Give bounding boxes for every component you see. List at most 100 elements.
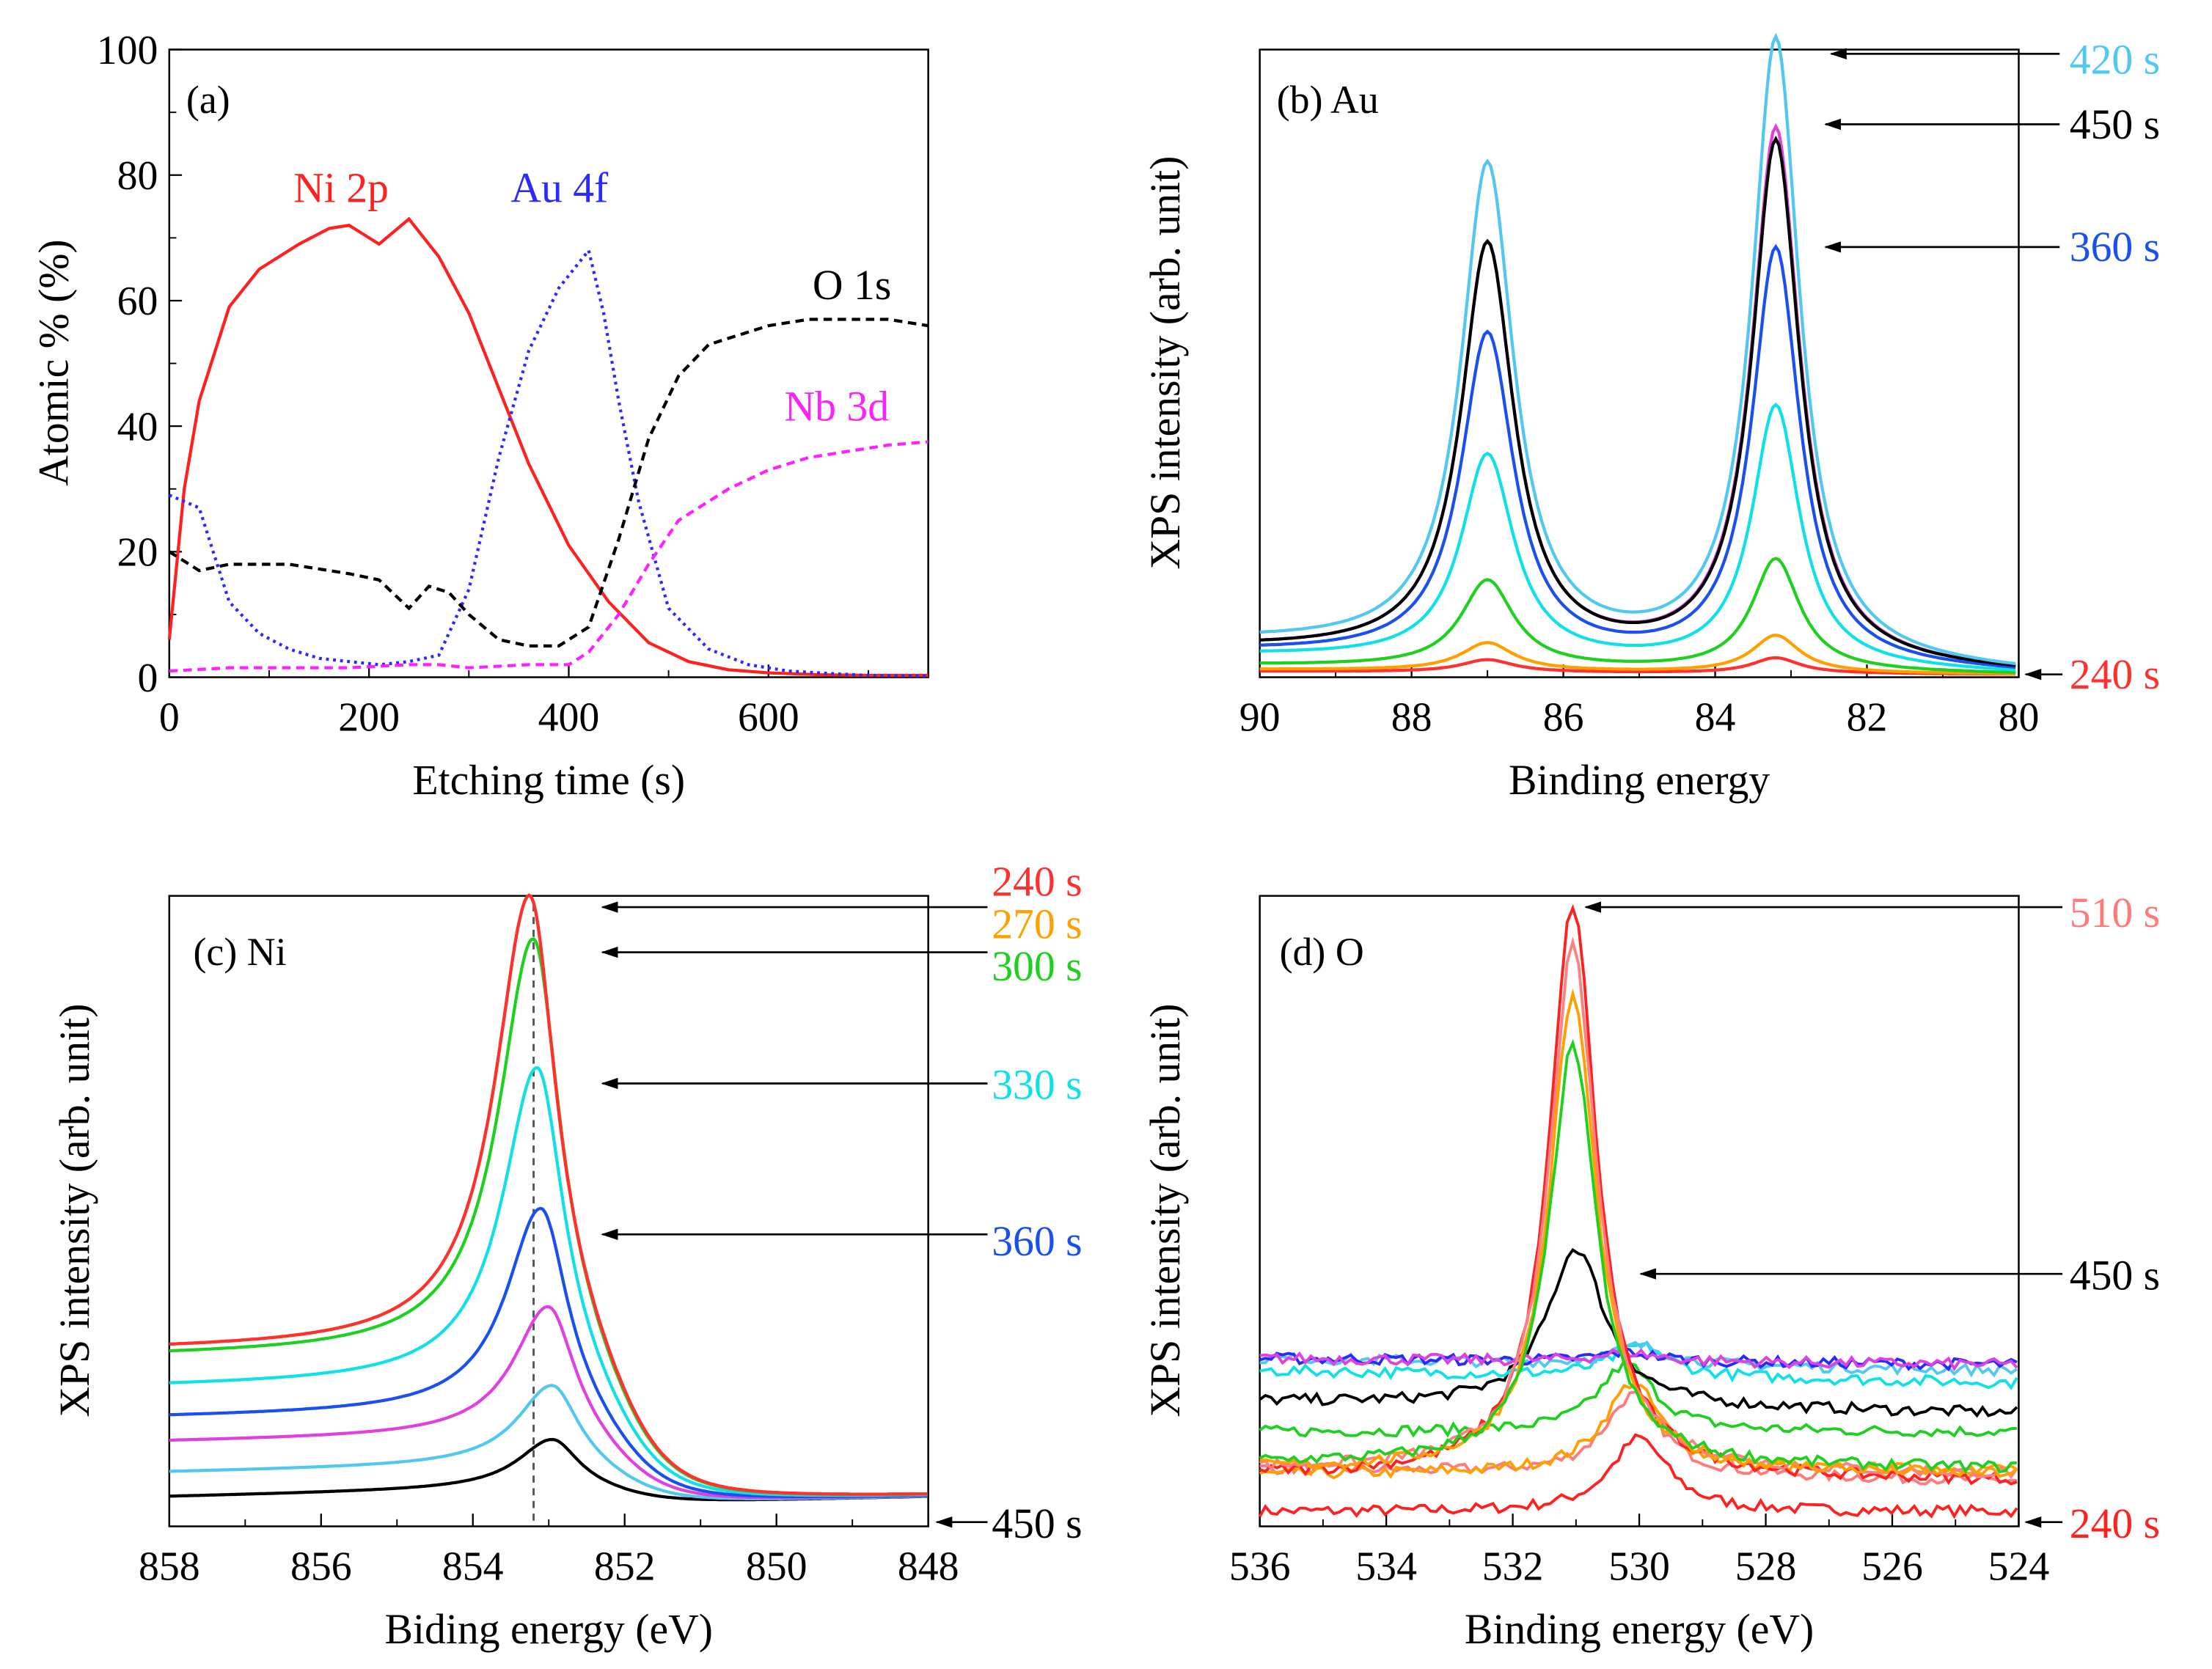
panel-b-xtick-label: 80 bbox=[1999, 695, 2040, 741]
panel-d-ylabel: XPS intensity (arb. unit) bbox=[1143, 1004, 1189, 1417]
panel-c-ticks: 858 856 854 852 850 848 bbox=[139, 1514, 959, 1590]
panel-a-series bbox=[167, 216, 929, 678]
panel-c-xtick-label: 848 bbox=[898, 1544, 959, 1590]
spectrum-ni-lightblue bbox=[169, 1384, 928, 1500]
panel-c-xtick-label: 852 bbox=[594, 1544, 656, 1590]
spectrum-au-magenta bbox=[1259, 123, 2016, 667]
annot-c-300s: 300 s bbox=[992, 944, 1082, 990]
series-o-1s bbox=[168, 318, 929, 648]
spectrum-au-cyan bbox=[1259, 403, 2016, 672]
panel-a-xlabel: Etching time (s) bbox=[412, 758, 685, 804]
annot-c-270s: 270 s bbox=[992, 901, 1082, 947]
panel-a-xtick-label: 0 bbox=[159, 695, 180, 741]
panel-c-annotations: 240 s 270 s 300 s 330 s 360 s 450 s bbox=[601, 859, 1083, 1547]
panel-c-xtick-label: 854 bbox=[442, 1544, 504, 1590]
panel-d-ticks: 536 534 532 530 528 526 524 bbox=[1229, 1514, 2050, 1590]
legend-au-4f: Au 4f bbox=[510, 165, 609, 211]
spectrum-o-orange2 bbox=[1259, 988, 2018, 1478]
panel-d-label: (d) O bbox=[1280, 930, 1364, 974]
panel-b-xtick-label: 90 bbox=[1239, 695, 1281, 741]
panel-b-label: (b) Au bbox=[1277, 78, 1379, 122]
panel-a-frame bbox=[168, 48, 929, 678]
annot-c-240s: 240 s bbox=[992, 859, 1082, 906]
annot-d-240s: 240 s bbox=[2070, 1501, 2160, 1547]
spectrum-ni-240-s bbox=[169, 893, 928, 1496]
panel-b-ticks: 90 88 86 84 82 80 bbox=[1239, 664, 2040, 741]
panel-c-xlabel: Biding energy (eV) bbox=[384, 1607, 713, 1653]
spectrum-o-green2 bbox=[1259, 1038, 2018, 1475]
panel-d-xtick-label: 532 bbox=[1482, 1544, 1544, 1590]
spectrum-au-360-s bbox=[1259, 243, 2016, 669]
panel-b-series bbox=[1259, 32, 2016, 676]
panel-a: 0 200 400 600 0 20 40 60 80 100 (a) Etching time … bbox=[31, 28, 929, 804]
panel-d-annotations: 510 s 450 s 240 s bbox=[1584, 890, 2160, 1547]
spectrum-o-magenta bbox=[1259, 1346, 2018, 1372]
spectrum-ni-330-s bbox=[169, 1065, 928, 1497]
annot-b-450s: 450 s bbox=[2070, 102, 2160, 148]
panel-b-frame bbox=[1259, 48, 2020, 678]
panel-d-xlabel: Binding energy (eV) bbox=[1465, 1607, 1814, 1653]
panel-c-label: (c) Ni bbox=[194, 930, 287, 974]
spectrum-au-420-s bbox=[1259, 32, 2016, 666]
panel-b-xtick-label: 82 bbox=[1847, 695, 1888, 741]
panel-c-xtick-label: 856 bbox=[290, 1544, 352, 1590]
legend-ni-2p: Ni 2p bbox=[293, 165, 389, 211]
panel-c: 858 856 854 852 850 848 (c) Ni Biding energy … bbox=[52, 859, 1082, 1653]
panel-c-xtick-label: 850 bbox=[746, 1544, 807, 1590]
panel-d-xtick-label: 534 bbox=[1355, 1544, 1417, 1590]
panel-b-xlabel: Binding energy bbox=[1509, 758, 1770, 804]
panel-d-xtick-label: 526 bbox=[1861, 1544, 1923, 1590]
spectrum-o-450-s bbox=[1259, 1247, 2018, 1418]
annot-b-420s: 420 s bbox=[2070, 37, 2160, 83]
panel-b-xtick-label: 88 bbox=[1391, 695, 1432, 741]
panel-a-ytick-label: 80 bbox=[117, 153, 158, 199]
panel-d-xtick-label: 524 bbox=[1988, 1544, 2050, 1590]
panel-c-series bbox=[169, 893, 928, 1527]
annot-c-330s: 330 s bbox=[992, 1063, 1082, 1109]
panel-d-frame bbox=[1259, 895, 2020, 1527]
series-ni-2p bbox=[167, 216, 929, 678]
series-nb-3d bbox=[169, 440, 929, 673]
panel-b-xtick-label: 86 bbox=[1543, 695, 1584, 741]
annot-b-360s: 360 s bbox=[2070, 224, 2160, 271]
spectrum-au-orange bbox=[1259, 634, 2016, 675]
panel-b-xtick-label: 84 bbox=[1695, 695, 1736, 741]
spectrum-au-240-s bbox=[1259, 656, 2016, 676]
panel-d-xtick-label: 530 bbox=[1608, 1544, 1670, 1590]
panel-a-ticks: 0 200 400 600 0 20 40 60 80 100 bbox=[97, 28, 869, 741]
panel-a-ytick-label: 60 bbox=[117, 279, 158, 324]
panel-d-series bbox=[1258, 903, 2018, 1519]
panel-d-xtick-label: 528 bbox=[1735, 1544, 1797, 1590]
spectrum-o-green bbox=[1259, 1359, 2018, 1438]
panel-c-xtick-label: 858 bbox=[139, 1544, 200, 1590]
series-au-4f bbox=[168, 246, 929, 678]
panel-a-xtick-label: 400 bbox=[538, 695, 600, 741]
panel-d: 536 534 532 530 528 526 524 (d) O Binding ener… bbox=[1143, 890, 2160, 1653]
panel-a-ytick-label: 40 bbox=[117, 404, 158, 450]
panel-a-ylabel: Atomic % (%) bbox=[31, 239, 77, 485]
annot-b-240s: 240 s bbox=[2070, 652, 2160, 698]
spectrum-au-450-s bbox=[1259, 136, 2016, 667]
panel-b-ylabel: XPS intensity (arb. unit) bbox=[1143, 156, 1189, 570]
annot-c-360s: 360 s bbox=[992, 1219, 1082, 1265]
panel-b: 90 88 86 84 82 80 (b) Au Binding energy XPS i… bbox=[1143, 32, 2160, 804]
panel-b-annotations: 420 s 450 s 360 s 240 s bbox=[1824, 37, 2160, 698]
panel-a-xtick-label: 600 bbox=[738, 695, 799, 741]
spectrum-au-green bbox=[1259, 557, 2016, 675]
panel-a-ytick-label: 100 bbox=[97, 28, 158, 73]
panel-a-ytick-label: 0 bbox=[138, 656, 158, 701]
panel-a-xtick-label: 200 bbox=[338, 695, 400, 741]
spectrum-ni-270-s bbox=[169, 893, 928, 1496]
panel-a-ytick-label: 20 bbox=[117, 530, 158, 576]
legend-nb-3d: Nb 3d bbox=[784, 384, 889, 430]
panel-d-xtick-label: 536 bbox=[1229, 1544, 1291, 1590]
annot-d-510s: 510 s bbox=[2070, 890, 2160, 936]
spectrum-o-240-s bbox=[1258, 1433, 2018, 1519]
panel-c-ylabel: XPS intensity (arb. unit) bbox=[52, 1004, 98, 1417]
panel-c-frame bbox=[168, 895, 929, 1527]
annot-d-450s: 450 s bbox=[2070, 1252, 2160, 1299]
legend-o-1s: O 1s bbox=[813, 263, 891, 309]
spectrum-ni-360-s bbox=[169, 1206, 928, 1498]
annot-c-450s: 450 s bbox=[992, 1501, 1082, 1547]
